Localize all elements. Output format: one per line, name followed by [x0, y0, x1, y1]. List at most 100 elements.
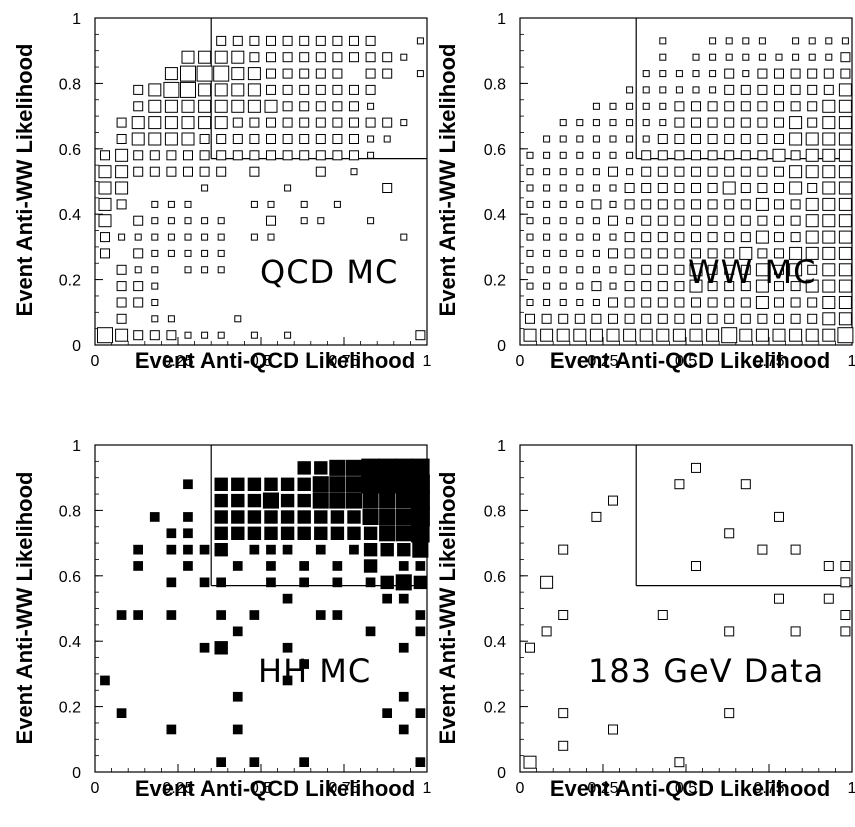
x-tick-label: 0: [91, 780, 100, 797]
data-box: [692, 86, 700, 94]
data-box: [805, 230, 819, 244]
data-box: [592, 168, 600, 176]
data-box: [184, 266, 192, 274]
data-box: [721, 327, 738, 344]
data-box: [148, 99, 162, 113]
data-box: [657, 248, 668, 259]
data-box: [394, 458, 413, 478]
data-box: [167, 217, 175, 225]
data-box: [792, 53, 800, 61]
data-box: [115, 148, 129, 162]
data-box: [232, 561, 243, 571]
data-box: [216, 757, 227, 767]
data-box: [363, 543, 378, 557]
x-tick-label: 0.75: [328, 780, 359, 797]
data-box: [349, 544, 359, 555]
data-box: [724, 199, 735, 210]
data-box: [724, 84, 735, 95]
data-box: [282, 68, 293, 79]
data-box: [249, 52, 260, 63]
data-box: [574, 313, 585, 324]
data-box: [626, 86, 634, 94]
data-box: [365, 84, 376, 95]
data-box: [657, 281, 668, 292]
data-box: [674, 117, 685, 128]
data-box: [199, 544, 210, 555]
data-box: [576, 168, 584, 176]
data-box: [707, 248, 718, 259]
data-box: [774, 101, 784, 112]
data-box: [742, 70, 750, 78]
data-box: [315, 166, 326, 177]
data-box: [559, 266, 567, 274]
data-box: [267, 200, 275, 208]
data-box: [674, 248, 685, 259]
data-box: [100, 150, 110, 161]
data-box: [398, 593, 409, 604]
data-box: [774, 183, 784, 193]
x-tick-label: 0.25: [162, 780, 193, 797]
data-box: [234, 315, 242, 323]
data-box: [543, 266, 551, 274]
data-box: [657, 313, 668, 324]
data-box: [149, 330, 160, 341]
data-box: [740, 264, 751, 275]
data-box: [299, 150, 310, 161]
data-box: [151, 282, 159, 290]
data-box: [822, 197, 836, 211]
data-box: [347, 526, 361, 540]
data-box: [214, 50, 228, 64]
data-box: [642, 86, 650, 94]
data-box: [280, 526, 295, 540]
data-box: [315, 544, 326, 555]
data-box: [315, 101, 326, 112]
data-box: [100, 232, 110, 243]
data-box: [181, 99, 195, 113]
data-box: [674, 313, 685, 324]
y-tick-label: 0.2: [59, 273, 81, 290]
data-box: [657, 199, 668, 210]
data-box: [838, 246, 852, 260]
data-box: [201, 217, 209, 225]
data-box: [280, 493, 295, 508]
data-box: [674, 199, 685, 210]
data-box: [808, 37, 816, 45]
data-box: [367, 217, 375, 225]
data-box: [167, 315, 175, 323]
data-box: [624, 248, 635, 259]
data-box: [181, 50, 195, 64]
data-box: [214, 477, 228, 492]
data-box: [262, 492, 279, 509]
y-tick-label: 0.2: [484, 273, 506, 290]
data-box: [543, 249, 551, 257]
x-axis-label: Event Anti-QCD Likelihood: [550, 776, 830, 801]
data-box: [377, 475, 397, 494]
data-box: [382, 183, 393, 193]
data-box: [755, 230, 769, 244]
x-tick-label: 1: [848, 353, 855, 370]
data-box: [217, 266, 225, 274]
data-box: [755, 296, 769, 309]
data-box: [166, 330, 177, 341]
data-box: [332, 68, 343, 79]
data-box: [576, 119, 584, 127]
data-box: [349, 52, 359, 63]
data-box: [183, 512, 193, 522]
data-box: [838, 83, 852, 97]
data-box: [592, 266, 600, 274]
data-box: [641, 183, 652, 193]
data-box: [297, 477, 311, 492]
data-box: [822, 328, 836, 342]
data-box: [198, 116, 212, 130]
data-box: [592, 151, 600, 159]
data-box: [790, 68, 801, 79]
data-box: [382, 117, 393, 128]
data-box: [312, 492, 329, 509]
data-box: [299, 659, 309, 669]
data-box: [232, 626, 243, 637]
data-box: [232, 35, 243, 46]
data-box: [184, 249, 192, 257]
data-box: [657, 232, 668, 243]
data-box: [266, 577, 276, 588]
data-box: [805, 214, 819, 228]
